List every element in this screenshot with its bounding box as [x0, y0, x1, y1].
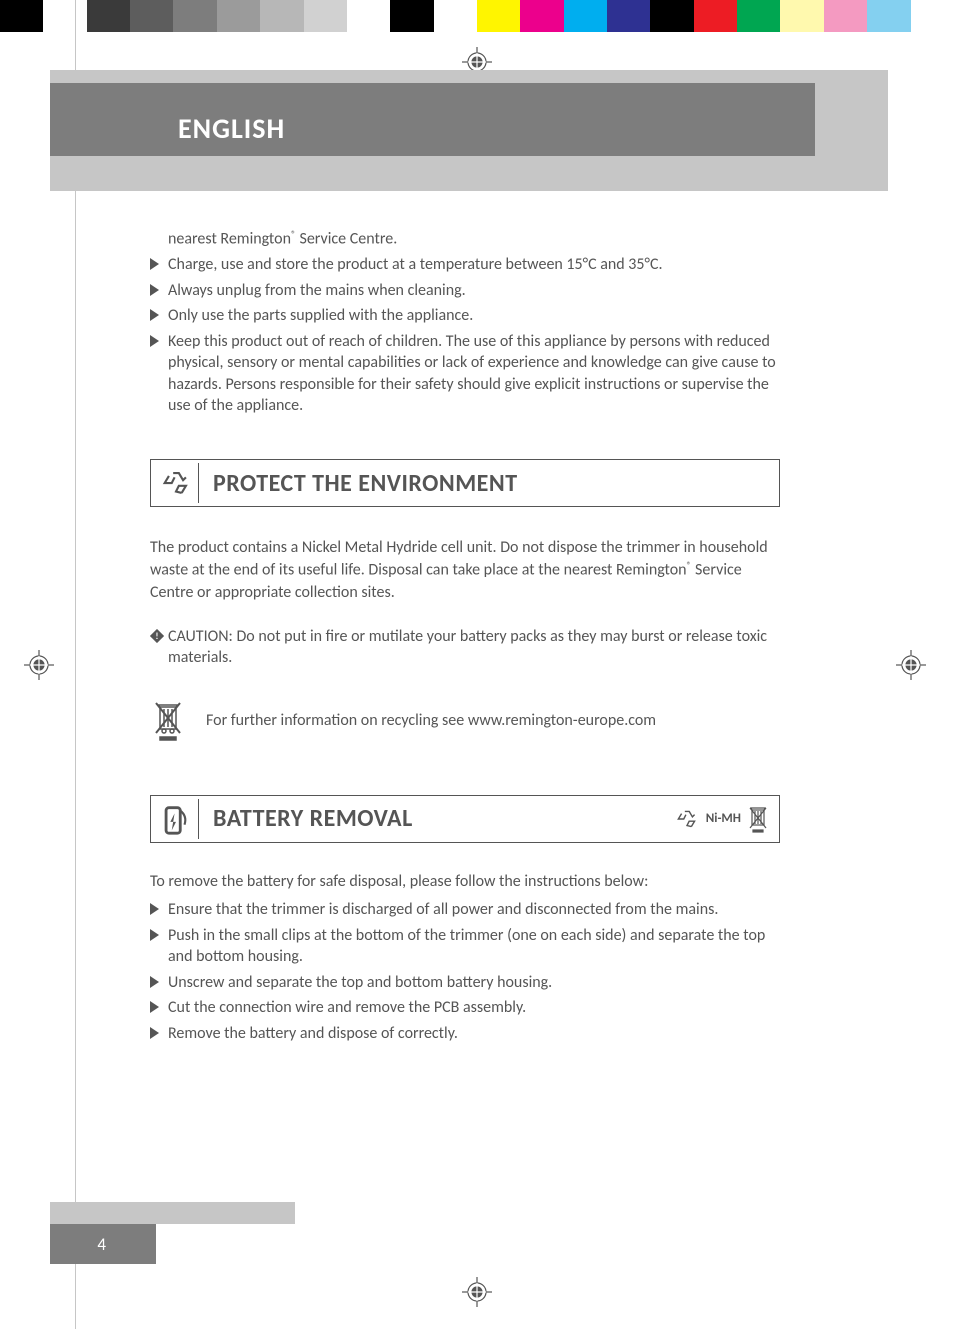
- svg-text:!: !: [156, 631, 159, 642]
- language-heading: ENGLISH: [178, 111, 285, 146]
- bullet-item: Remove the battery and dispose of correc…: [150, 1023, 780, 1045]
- page-number: 4: [97, 1234, 106, 1255]
- section-title: BATTERY REMOVAL: [199, 804, 674, 833]
- bullet-item: Charge, use and store the product at a t…: [150, 254, 780, 276]
- registration-mark-icon: [24, 650, 54, 680]
- recycle-info-text: For further information on recycling see…: [206, 711, 656, 730]
- section-title: PROTECT THE ENVIRONMENT: [199, 469, 779, 498]
- header-bar: ENGLISH: [50, 83, 815, 156]
- registration-mark-icon: [896, 650, 926, 680]
- recycle-small-icon: [674, 806, 700, 832]
- bullet-item: Unscrew and separate the top and bottom …: [150, 972, 780, 994]
- bullet-item: Push in the small clips at the bottom of…: [150, 925, 780, 968]
- section-header-battery: BATTERY REMOVAL Ni-MH: [150, 795, 780, 843]
- safety-bullet-list: Charge, use and store the product at a t…: [150, 254, 780, 417]
- recycle-info-row: For further information on recycling see…: [150, 699, 780, 743]
- environment-paragraph: The product contains a Nickel Metal Hydr…: [150, 537, 780, 604]
- footer-band: [50, 1202, 295, 1224]
- registration-mark-icon: [462, 1277, 492, 1307]
- crop-guide: [75, 0, 76, 1329]
- battery-badges: Ni-MH: [674, 805, 779, 833]
- caution-row: ! CAUTION: Do not put in fire or mutilat…: [150, 626, 780, 669]
- battery-intro: To remove the battery for safe disposal,…: [150, 871, 780, 893]
- nimh-badge: Ni-MH: [706, 811, 741, 826]
- caution-text: CAUTION: Do not put in fire or mutilate …: [168, 626, 780, 669]
- color-calibration-bar: [0, 0, 954, 32]
- page-number-bar: 4: [50, 1224, 156, 1264]
- weee-small-icon: [747, 805, 769, 833]
- page-content: nearest Remington® Service Centre. Charg…: [150, 228, 780, 1048]
- bullet-item: Ensure that the trimmer is discharged of…: [150, 899, 780, 921]
- battery-bullet-list: Ensure that the trimmer is discharged of…: [150, 899, 780, 1045]
- bullet-item: Keep this product out of reach of childr…: [150, 331, 780, 417]
- warning-diamond-icon: !: [150, 629, 164, 643]
- weee-bin-icon: [150, 699, 186, 743]
- bullet-item: Cut the connection wire and remove the P…: [150, 997, 780, 1019]
- intro-continuation: nearest Remington® Service Centre.: [168, 228, 780, 250]
- bullet-item: Only use the parts supplied with the app…: [150, 305, 780, 327]
- bullet-item: Always unplug from the mains when cleani…: [150, 280, 780, 302]
- battery-icon: [157, 799, 199, 839]
- section-header-environment: PROTECT THE ENVIRONMENT: [150, 459, 780, 507]
- recycle-icon: [157, 463, 199, 503]
